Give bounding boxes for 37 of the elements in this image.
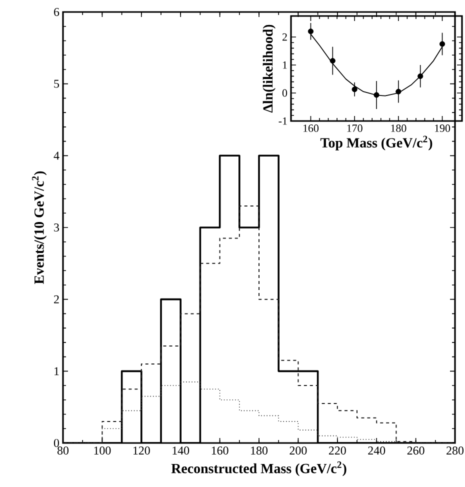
point [396,88,402,94]
y-tick-label: 2 [282,33,287,41]
point [374,92,380,98]
y-axis-title: Events/(10 GeV/c$^{2}$) [32,171,47,284]
x-tick-label: 200 [290,446,307,455]
x-tick-label: 160 [212,446,228,455]
x-tick-label: 80 [57,446,69,455]
x-tick-label: 160 [303,124,319,132]
x-tick-label: 100 [94,446,111,455]
point [439,41,446,47]
x-tick-label: 190 [435,124,450,132]
x-tick-label: 240 [368,446,386,455]
y-tick-label: 4 [54,152,60,160]
point [352,86,358,92]
y-tick-label: 1 [282,61,287,69]
y-tick-label: 5 [54,80,60,88]
y-tick-label: 0 [282,89,288,97]
y-tick-label: 3 [54,223,60,232]
y-axis-title: Δln(likelihood) [262,24,276,113]
x-tick-label: 220 [328,446,346,455]
x-tick-label: 180 [251,446,268,455]
y-tick-label: 0 [54,438,60,448]
y-tick-label: -1 [278,117,287,125]
x-axis-title: Reconstructed Mass (GeV/c$^{2}$) [171,461,346,476]
x-tick-label: 170 [347,124,362,132]
x-axis-title: Top Mass (GeV/c$^{2}$) [320,136,432,150]
y-tick-label: 6 [54,8,60,16]
x-tick-label: 280 [446,446,464,455]
x-tick-label: 260 [407,446,424,455]
point [418,73,424,79]
y-tick-label: 1 [54,367,59,376]
x-tick-label: 120 [133,446,150,455]
point [308,28,314,34]
point [330,58,336,64]
x-tick-label: 180 [391,124,406,132]
y-tick-label: 2 [54,295,59,304]
x-tick-label: 140 [172,446,190,455]
